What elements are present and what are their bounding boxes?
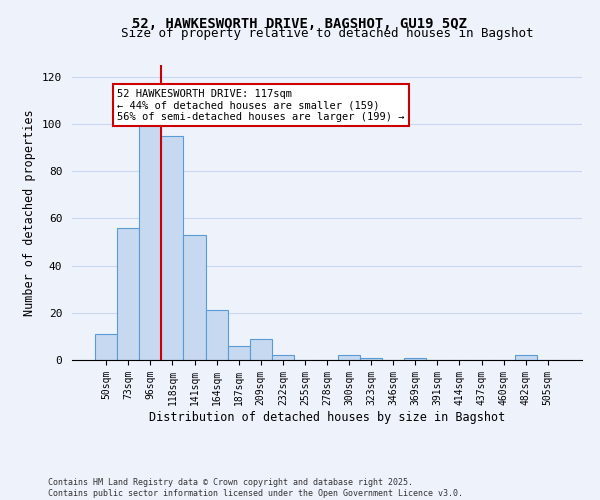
- Bar: [360, 358, 382, 360]
- Title: Size of property relative to detached houses in Bagshot: Size of property relative to detached ho…: [121, 27, 533, 40]
- Bar: [139, 122, 161, 360]
- Bar: [206, 310, 227, 360]
- Bar: [184, 235, 206, 360]
- Text: 52 HAWKESWORTH DRIVE: 117sqm
← 44% of detached houses are smaller (159)
56% of s: 52 HAWKESWORTH DRIVE: 117sqm ← 44% of de…: [117, 88, 405, 122]
- Bar: [161, 136, 184, 360]
- Bar: [404, 358, 427, 360]
- Bar: [117, 228, 139, 360]
- Bar: [95, 334, 117, 360]
- Text: 52, HAWKESWORTH DRIVE, BAGSHOT, GU19 5QZ: 52, HAWKESWORTH DRIVE, BAGSHOT, GU19 5QZ: [133, 18, 467, 32]
- Bar: [227, 346, 250, 360]
- Bar: [515, 356, 537, 360]
- X-axis label: Distribution of detached houses by size in Bagshot: Distribution of detached houses by size …: [149, 410, 505, 424]
- Text: Contains HM Land Registry data © Crown copyright and database right 2025.
Contai: Contains HM Land Registry data © Crown c…: [48, 478, 463, 498]
- Y-axis label: Number of detached properties: Number of detached properties: [23, 109, 37, 316]
- Bar: [338, 356, 360, 360]
- Bar: [250, 339, 272, 360]
- Bar: [272, 356, 294, 360]
